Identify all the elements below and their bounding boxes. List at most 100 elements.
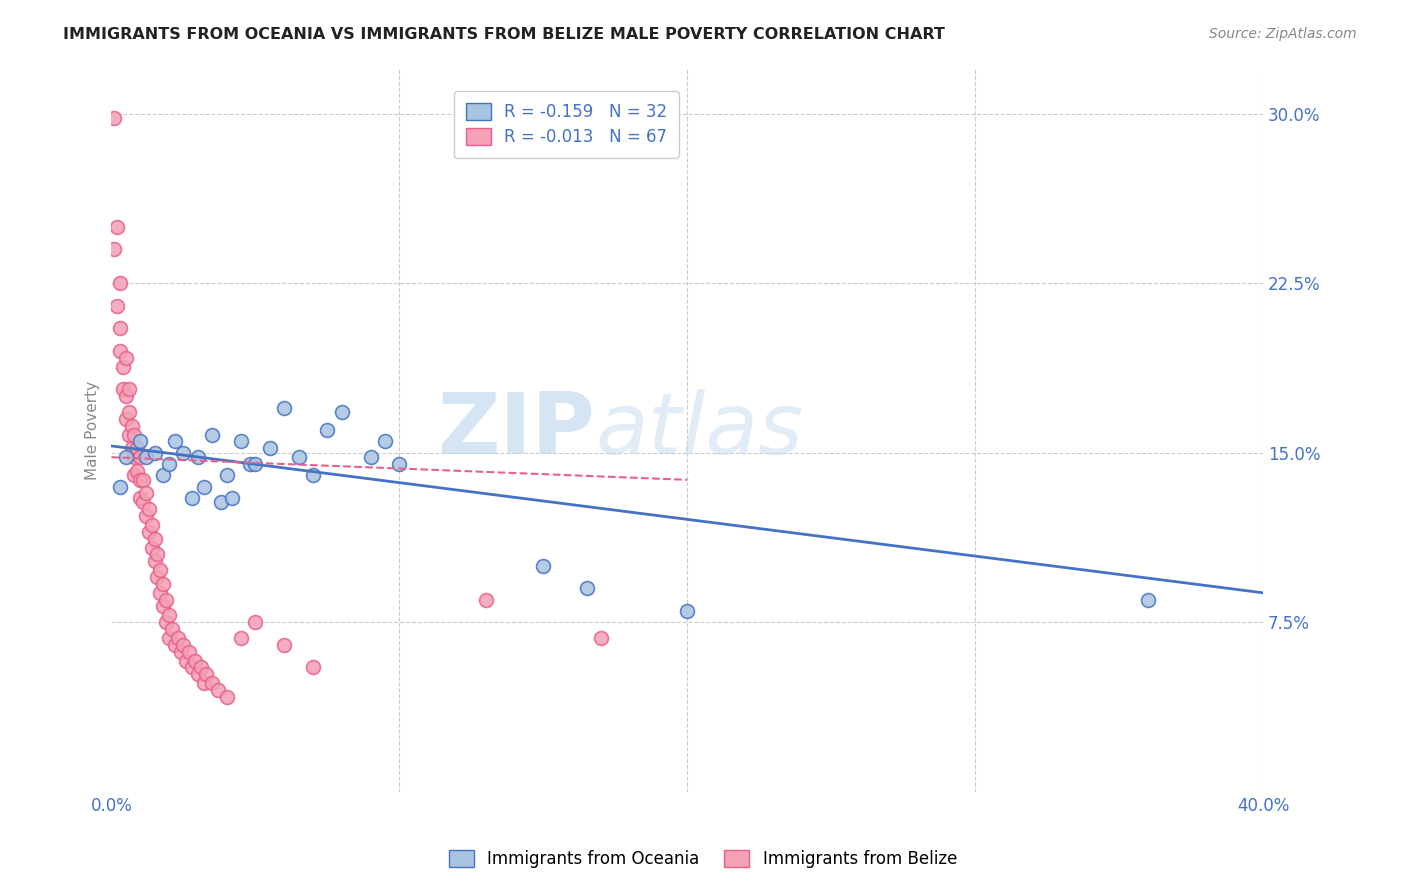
- Point: [155, 615, 177, 630]
- Point: [114, 351, 136, 365]
- Point: [207, 683, 229, 698]
- Point: [172, 446, 194, 460]
- Point: [127, 441, 149, 455]
- Point: [127, 464, 149, 478]
- Point: [129, 491, 152, 505]
- Point: [118, 383, 141, 397]
- Point: [174, 654, 197, 668]
- Point: [330, 405, 353, 419]
- Point: [108, 480, 131, 494]
- Point: [169, 644, 191, 658]
- Point: [193, 480, 215, 494]
- Point: [143, 532, 166, 546]
- Point: [676, 604, 699, 618]
- Point: [287, 450, 309, 465]
- Point: [108, 277, 131, 291]
- Point: [132, 495, 155, 509]
- Point: [474, 592, 496, 607]
- Point: [108, 344, 131, 359]
- Text: atlas: atlas: [595, 389, 803, 472]
- Point: [184, 654, 207, 668]
- Point: [141, 541, 163, 555]
- Point: [138, 524, 160, 539]
- Point: [172, 638, 194, 652]
- Point: [124, 427, 146, 442]
- Point: [124, 450, 146, 465]
- Point: [166, 631, 188, 645]
- Point: [105, 219, 128, 234]
- Point: [129, 473, 152, 487]
- Point: [103, 112, 125, 126]
- Point: [195, 667, 218, 681]
- Point: [108, 321, 131, 335]
- Point: [273, 401, 295, 415]
- Point: [132, 473, 155, 487]
- Point: [259, 441, 281, 455]
- Point: [103, 243, 125, 257]
- Point: [160, 622, 183, 636]
- Point: [114, 412, 136, 426]
- Point: [201, 427, 224, 442]
- Point: [157, 608, 180, 623]
- Point: [129, 434, 152, 449]
- Point: [374, 434, 396, 449]
- Point: [149, 586, 172, 600]
- Point: [1137, 592, 1160, 607]
- Point: [152, 599, 174, 614]
- Legend: Immigrants from Oceania, Immigrants from Belize: Immigrants from Oceania, Immigrants from…: [443, 843, 963, 875]
- Point: [135, 508, 157, 523]
- Point: [193, 676, 215, 690]
- Point: [146, 548, 169, 562]
- Point: [302, 468, 325, 483]
- Point: [388, 457, 411, 471]
- Point: [141, 518, 163, 533]
- Point: [179, 644, 201, 658]
- Point: [111, 383, 134, 397]
- Point: [245, 457, 267, 471]
- Point: [239, 457, 262, 471]
- Point: [273, 638, 295, 652]
- Point: [146, 570, 169, 584]
- Point: [360, 450, 382, 465]
- Point: [138, 502, 160, 516]
- Point: [157, 457, 180, 471]
- Point: [302, 660, 325, 674]
- Point: [152, 468, 174, 483]
- Point: [181, 491, 204, 505]
- Point: [181, 660, 204, 674]
- Point: [215, 690, 238, 704]
- Point: [155, 592, 177, 607]
- Point: [187, 667, 209, 681]
- Point: [121, 418, 143, 433]
- Point: [111, 359, 134, 374]
- Text: ZIP: ZIP: [437, 389, 595, 472]
- Point: [221, 491, 243, 505]
- Point: [316, 423, 339, 437]
- Point: [163, 434, 186, 449]
- Point: [135, 450, 157, 465]
- Y-axis label: Male Poverty: Male Poverty: [86, 381, 100, 480]
- Text: IMMIGRANTS FROM OCEANIA VS IMMIGRANTS FROM BELIZE MALE POVERTY CORRELATION CHART: IMMIGRANTS FROM OCEANIA VS IMMIGRANTS FR…: [63, 27, 945, 42]
- Point: [190, 660, 212, 674]
- Point: [531, 558, 554, 573]
- Text: Source: ZipAtlas.com: Source: ZipAtlas.com: [1209, 27, 1357, 41]
- Point: [129, 450, 152, 465]
- Point: [209, 495, 232, 509]
- Point: [589, 631, 612, 645]
- Point: [105, 299, 128, 313]
- Point: [118, 405, 141, 419]
- Point: [152, 576, 174, 591]
- Point: [114, 450, 136, 465]
- Point: [229, 631, 252, 645]
- Point: [245, 615, 267, 630]
- Point: [143, 446, 166, 460]
- Legend: R = -0.159   N = 32, R = -0.013   N = 67: R = -0.159 N = 32, R = -0.013 N = 67: [454, 91, 679, 158]
- Point: [143, 554, 166, 568]
- Point: [149, 563, 172, 577]
- Point: [575, 582, 598, 596]
- Point: [187, 450, 209, 465]
- Point: [135, 486, 157, 500]
- Point: [121, 441, 143, 455]
- Point: [201, 676, 224, 690]
- Point: [114, 389, 136, 403]
